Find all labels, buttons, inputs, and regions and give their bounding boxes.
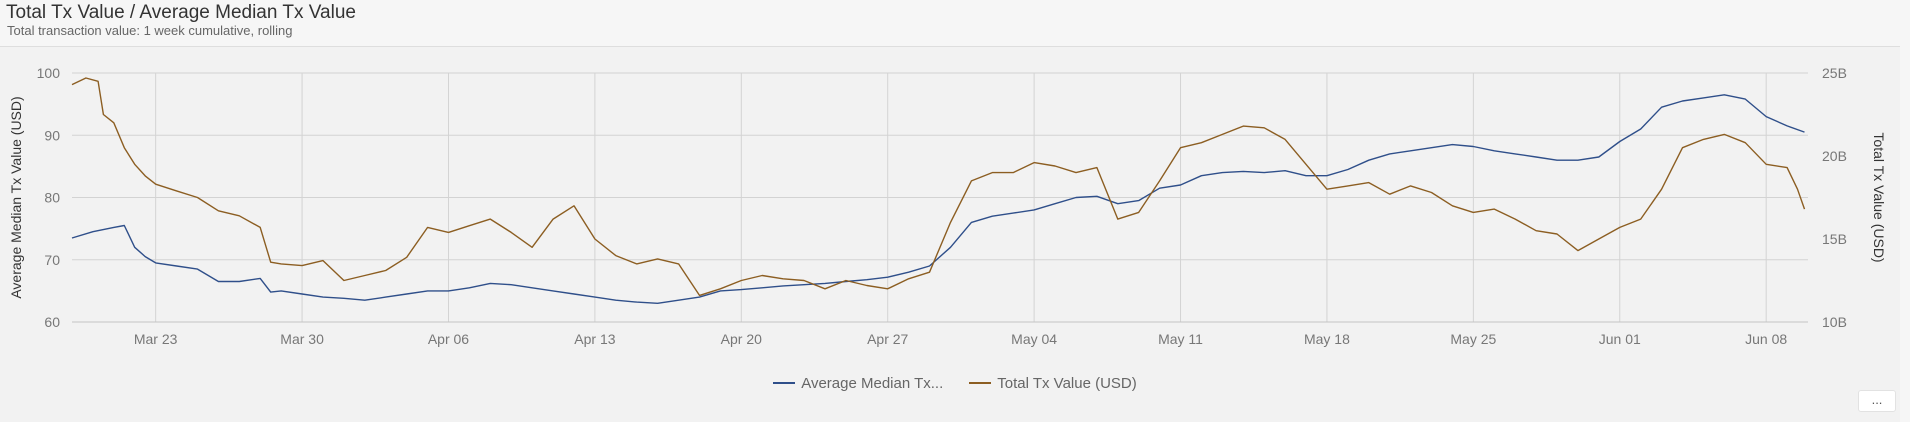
chart-header: Total Tx Value / Average Median Tx Value… — [0, 0, 1910, 47]
y-left-tick-label-2: 80 — [44, 190, 60, 206]
y-left-tick-label-1: 70 — [44, 252, 60, 268]
x-tick-label-10: Jun 01 — [1599, 331, 1641, 347]
chart-title: Total Tx Value / Average Median Tx Value — [6, 2, 356, 23]
series-line-median — [71, 94, 1805, 304]
y-axis-right-label: Total Tx Value (USD) — [1871, 132, 1887, 262]
chart-series — [71, 77, 1806, 304]
x-tick-label-7: May 11 — [1158, 331, 1203, 347]
legend-label-median: Average Median Tx... — [801, 374, 944, 392]
right-edge-panel — [1900, 46, 1910, 422]
y-right-tick-label-3: 25B — [1822, 65, 1847, 81]
x-tick-label-5: Apr 27 — [867, 331, 908, 347]
series-line-total — [71, 77, 1806, 297]
legend-item-total[interactable]: Total Tx Value (USD) — [969, 372, 1137, 394]
legend-swatch-median — [773, 382, 796, 384]
y-right-tick-label-1: 15B — [1822, 231, 1847, 247]
x-tick-label-1: Mar 30 — [280, 331, 324, 347]
chart-subtitle: Total transaction value: 1 week cumulati… — [7, 23, 293, 38]
x-tick-label-8: May 18 — [1304, 331, 1350, 347]
y-right-tick-label-2: 20B — [1822, 148, 1847, 164]
y-left-tick-label-3: 90 — [44, 127, 60, 143]
chart-axes: 60 70 80 90 100 10B 15B 20B 25B Mar 23 Mar 30 Apr 0… — [37, 65, 1847, 347]
x-tick-label-0: Mar 23 — [134, 331, 178, 347]
chart-grid — [72, 72, 1808, 323]
x-tick-label-11: Jun 08 — [1745, 331, 1787, 347]
y-left-tick-label-0: 60 — [44, 314, 60, 330]
x-tick-label-2: Apr 06 — [428, 331, 469, 347]
legend-label-total: Total Tx Value (USD) — [997, 374, 1137, 392]
x-tick-label-3: Apr 13 — [574, 331, 615, 347]
chart-legend: Average Median Tx... Total Tx Value (USD… — [0, 372, 1910, 394]
y-axis-left-label: Average Median Tx Value (USD) — [8, 96, 24, 298]
x-tick-label-6: May 04 — [1011, 331, 1057, 347]
x-tick-label-9: May 25 — [1450, 331, 1496, 347]
y-right-tick-label-0: 10B — [1822, 314, 1847, 330]
line-chart: 60 70 80 90 100 10B 15B 20B 25B Mar 23 Mar 30 Apr 0… — [8, 65, 1887, 347]
x-tick-label-4: Apr 20 — [721, 331, 762, 347]
y-left-tick-label-4: 100 — [37, 65, 61, 81]
legend-item-median[interactable]: Average Median Tx... — [773, 372, 943, 394]
more-options-button[interactable]: ... — [1858, 390, 1896, 412]
legend-swatch-total — [969, 382, 992, 384]
